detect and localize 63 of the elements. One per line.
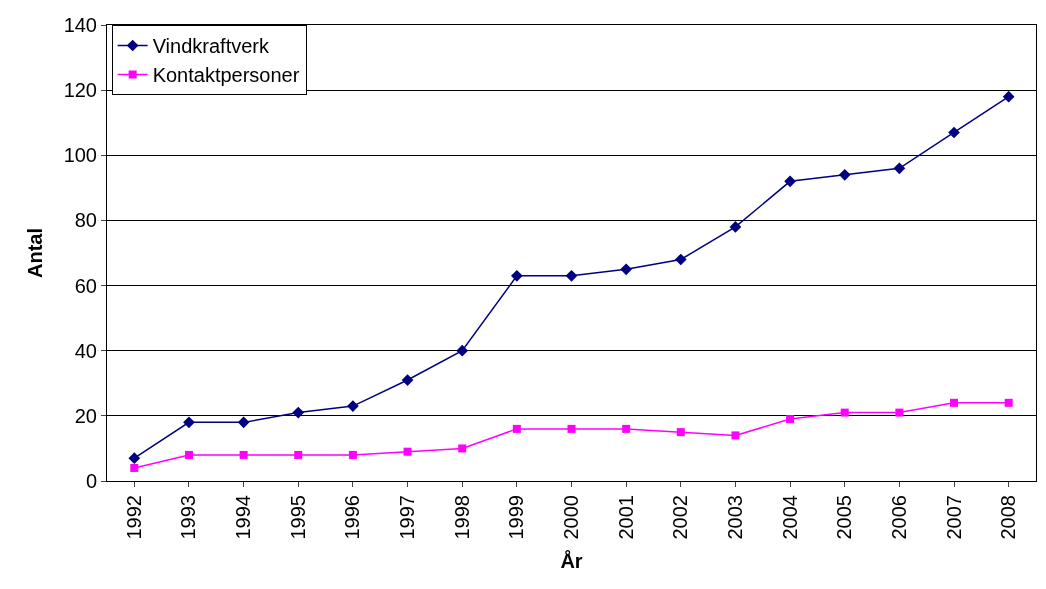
x-tick-label: 1999 [505, 495, 528, 540]
point [676, 428, 685, 437]
point [840, 408, 849, 417]
point [622, 424, 631, 433]
y-tick-label: 100 [63, 144, 97, 167]
point [1004, 398, 1013, 407]
point [128, 452, 141, 465]
y-tick-label: 120 [63, 79, 97, 102]
x-tick-label: 2004 [778, 495, 801, 540]
point [895, 408, 904, 417]
x-tick-label: 2003 [723, 495, 746, 540]
y-tick-label: 0 [85, 470, 97, 492]
point [183, 416, 195, 429]
point [403, 447, 412, 456]
x-tick-label: 1997 [396, 495, 419, 540]
x-tick-label: 2005 [833, 495, 856, 540]
point [512, 424, 521, 433]
x-tick-label: 2000 [560, 495, 582, 540]
x-tick-label: 1998 [450, 495, 473, 540]
point [950, 398, 959, 407]
point [456, 344, 469, 357]
y-tick-label: 140 [63, 14, 97, 36]
point [893, 162, 906, 175]
x-tick-label: 2007 [942, 495, 965, 540]
y-axis-title: Antal [24, 228, 47, 278]
point [674, 253, 687, 266]
point [786, 415, 795, 424]
point [511, 269, 523, 282]
point [729, 221, 742, 233]
point [347, 400, 359, 412]
point [239, 450, 248, 459]
y-tick-label: 60 [74, 274, 97, 297]
y-tick-label: 80 [74, 209, 97, 232]
point [567, 424, 576, 433]
point [948, 126, 960, 139]
x-tick-label: 2008 [997, 495, 1020, 540]
point [348, 450, 357, 459]
point [130, 463, 139, 472]
legend-label: Vindkraftverk [152, 35, 270, 58]
x-tick-label: 1993 [177, 495, 200, 540]
point [565, 269, 578, 282]
x-tick-label: 1996 [341, 495, 364, 540]
point [838, 168, 851, 181]
point [1002, 90, 1015, 103]
point [401, 374, 414, 386]
x-tick-label: 1995 [286, 495, 309, 540]
x-tick-label: 2006 [887, 495, 910, 540]
point [292, 406, 305, 419]
y-tick-label: 40 [74, 339, 97, 362]
x-tick-label: 2001 [614, 495, 637, 540]
point [237, 416, 250, 429]
point [784, 175, 796, 188]
legend-label: Kontaktpersoner [152, 64, 300, 87]
point [458, 444, 467, 453]
x-tick-label: 1992 [122, 495, 145, 540]
point [620, 263, 632, 276]
x-tick-label: 1994 [232, 495, 255, 540]
y-tick-label: 20 [74, 404, 97, 427]
point [731, 431, 740, 440]
x-axis-title: År [560, 549, 583, 572]
point [294, 450, 303, 459]
point [184, 450, 193, 459]
x-tick-label: 2002 [669, 495, 692, 540]
